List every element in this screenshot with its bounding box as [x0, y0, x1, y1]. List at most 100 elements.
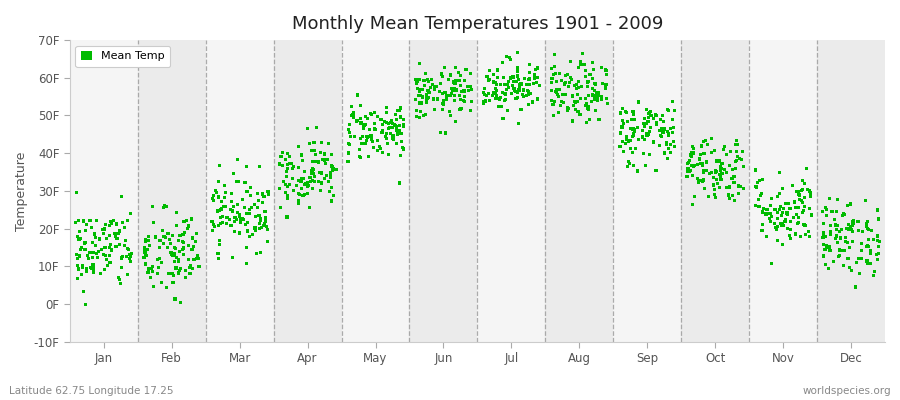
Point: [364, 111, 379, 118]
Point: [375, 149, 390, 156]
Point: [824, 248, 838, 254]
Point: [233, 213, 248, 220]
Point: [568, 106, 582, 113]
Point: [167, 245, 182, 251]
Point: [656, 129, 670, 136]
Point: [842, 226, 856, 232]
Point: [112, 274, 126, 281]
Point: [182, 256, 196, 263]
Point: [725, 166, 740, 173]
Point: [774, 220, 788, 227]
Point: [228, 228, 242, 235]
Point: [412, 114, 427, 121]
Point: [502, 54, 517, 60]
Point: [871, 243, 886, 250]
Point: [823, 195, 837, 202]
Point: [213, 220, 228, 226]
Point: [816, 253, 831, 259]
Point: [238, 164, 253, 170]
Point: [230, 209, 245, 216]
Point: [615, 105, 629, 111]
Point: [396, 121, 410, 128]
Point: [733, 156, 747, 162]
Point: [702, 170, 716, 176]
Point: [317, 150, 331, 157]
Point: [78, 227, 93, 233]
Point: [112, 241, 127, 248]
Point: [804, 190, 818, 196]
Point: [79, 265, 94, 272]
Point: [590, 89, 604, 96]
Point: [691, 179, 706, 185]
Point: [291, 143, 305, 150]
Point: [390, 116, 404, 122]
Point: [414, 108, 428, 115]
Point: [589, 81, 603, 87]
Point: [791, 188, 806, 195]
Point: [510, 73, 525, 79]
Point: [558, 72, 572, 78]
Point: [449, 87, 464, 93]
Point: [205, 196, 220, 202]
Point: [236, 216, 250, 222]
Point: [138, 244, 152, 250]
Point: [615, 117, 629, 123]
Point: [176, 218, 191, 225]
Point: [100, 262, 114, 268]
Point: [489, 90, 503, 97]
Point: [168, 245, 183, 252]
Point: [764, 218, 778, 225]
Point: [368, 126, 382, 132]
Point: [68, 219, 83, 226]
Point: [315, 156, 329, 163]
Point: [598, 81, 613, 87]
Point: [72, 253, 86, 259]
Point: [374, 116, 388, 123]
Point: [325, 164, 339, 170]
Point: [170, 255, 184, 261]
Point: [731, 153, 745, 160]
Point: [769, 224, 783, 231]
Point: [829, 226, 843, 232]
Point: [860, 243, 874, 249]
Point: [586, 76, 600, 82]
Point: [353, 120, 367, 126]
Point: [585, 86, 599, 92]
Point: [796, 177, 810, 183]
Point: [298, 181, 312, 188]
Point: [553, 86, 567, 93]
Point: [548, 51, 562, 58]
Point: [227, 219, 241, 225]
Point: [341, 150, 356, 156]
Point: [305, 167, 320, 173]
Point: [512, 87, 526, 93]
Point: [777, 223, 791, 229]
Point: [85, 250, 99, 256]
Point: [832, 247, 846, 253]
Point: [140, 269, 155, 275]
Point: [146, 219, 160, 225]
Point: [171, 256, 185, 263]
Point: [206, 192, 220, 199]
Point: [754, 190, 769, 197]
Point: [619, 136, 634, 143]
Point: [719, 151, 733, 158]
Point: [356, 122, 371, 128]
Point: [871, 250, 886, 257]
Point: [490, 92, 504, 98]
Point: [305, 178, 320, 184]
Point: [414, 100, 428, 106]
Point: [710, 180, 724, 186]
Point: [385, 124, 400, 130]
Point: [282, 182, 296, 188]
Point: [109, 243, 123, 250]
Bar: [342, 40, 410, 342]
Point: [350, 92, 365, 98]
Point: [572, 64, 586, 70]
Point: [595, 64, 609, 71]
Point: [697, 176, 711, 182]
Point: [242, 233, 256, 240]
Point: [637, 120, 652, 127]
Point: [342, 140, 356, 147]
Point: [385, 135, 400, 141]
